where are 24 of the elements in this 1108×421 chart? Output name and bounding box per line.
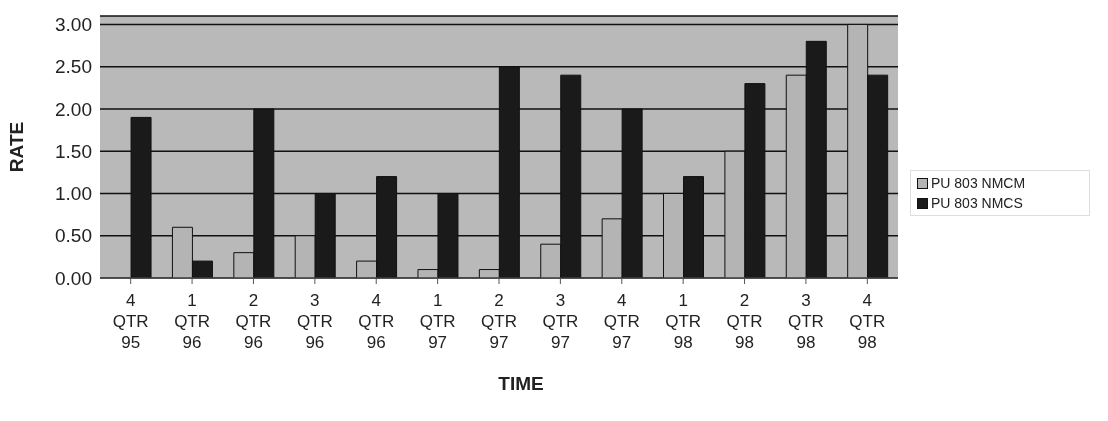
x-tick-label: 2 QTR 98 (726, 291, 763, 352)
legend-label: PU 803 NMCM (931, 174, 1026, 193)
x-tick-label: 4 QTR 97 (603, 291, 640, 352)
y-tick-label: 3.00 (55, 14, 92, 36)
y-tick-label: 2.00 (55, 98, 92, 120)
y-axis-title: RATE (5, 121, 27, 173)
x-tick-label: 3 QTR 97 (542, 291, 579, 352)
x-tick-label: 1 QTR 96 (174, 291, 211, 352)
x-tick-label: 4 QTR 96 (358, 291, 395, 352)
y-tick-label: 0.50 (55, 225, 92, 247)
y-tick-label: 2.50 (55, 56, 92, 78)
x-axis-title: TIME (497, 373, 545, 395)
x-tick-label: 1 QTR 98 (665, 291, 702, 352)
y-tick-label: 0.00 (55, 267, 92, 289)
x-tick-label: 4 QTR 95 (112, 291, 149, 352)
legend-label: PU 803 NMCS (931, 194, 1023, 213)
x-tick-label: 3 QTR 98 (787, 291, 824, 352)
x-tick-label: 3 QTR 96 (296, 291, 333, 352)
x-tick-label: 2 QTR 96 (235, 291, 272, 352)
y-tick-label: 1.50 (55, 140, 92, 162)
y-tick-label: 1.00 (55, 183, 92, 205)
x-tick-label: 2 QTR 97 (481, 291, 517, 352)
x-tick-label: 4 QTR 98 (849, 291, 886, 352)
x-tick-label: 1 QTR 97 (419, 291, 456, 352)
